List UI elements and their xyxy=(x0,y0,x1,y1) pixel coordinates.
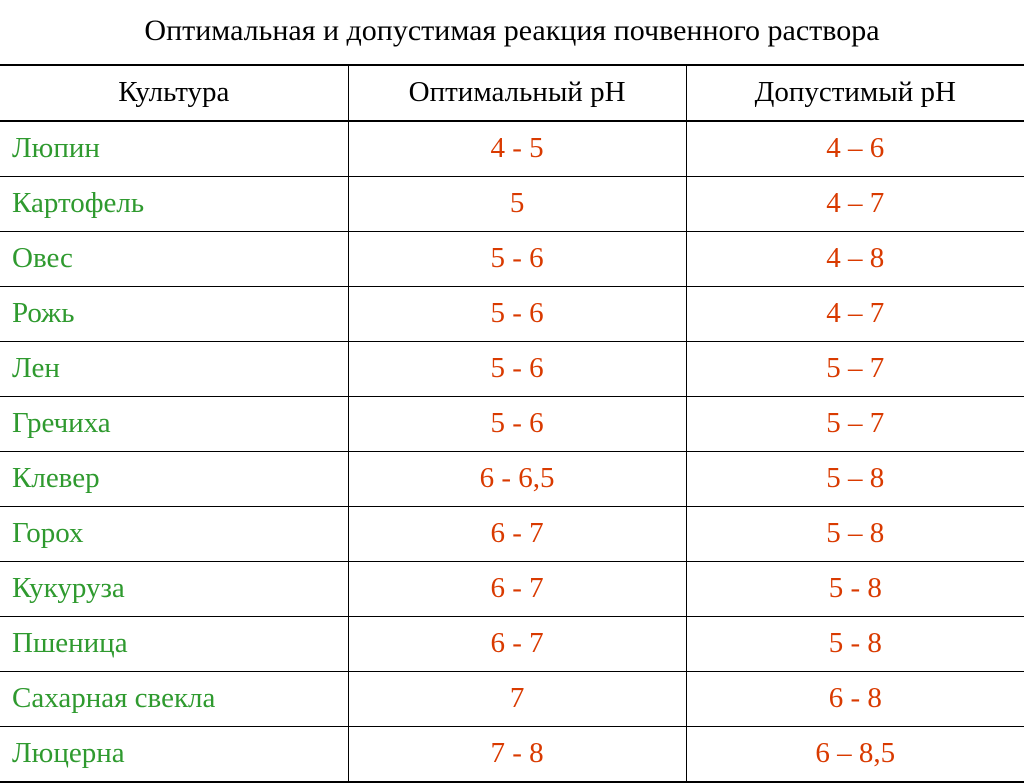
cell-optimal: 7 - 8 xyxy=(348,727,686,783)
cell-allowed: 4 – 7 xyxy=(686,287,1024,342)
cell-allowed: 6 - 8 xyxy=(686,672,1024,727)
cell-culture: Рожь xyxy=(0,287,348,342)
cell-culture: Овес xyxy=(0,232,348,287)
cell-optimal: 4 - 5 xyxy=(348,121,686,177)
cell-culture: Картофель xyxy=(0,177,348,232)
table-row: Рожь5 - 64 – 7 xyxy=(0,287,1024,342)
cell-culture: Сахарная свекла xyxy=(0,672,348,727)
table-row: Гречиха5 - 65 – 7 xyxy=(0,397,1024,452)
table-row: Картофель54 – 7 xyxy=(0,177,1024,232)
ph-table: Оптимальная и допустимая реакция почвенн… xyxy=(0,0,1024,783)
cell-optimal: 5 - 6 xyxy=(348,397,686,452)
cell-culture: Люцерна xyxy=(0,727,348,783)
table-title: Оптимальная и допустимая реакция почвенн… xyxy=(0,0,1024,64)
cell-culture: Пшеница xyxy=(0,617,348,672)
cell-allowed: 6 – 8,5 xyxy=(686,727,1024,783)
table-row: Лен5 - 65 – 7 xyxy=(0,342,1024,397)
cell-allowed: 4 – 8 xyxy=(686,232,1024,287)
cell-optimal: 7 xyxy=(348,672,686,727)
cell-allowed: 5 - 8 xyxy=(686,617,1024,672)
cell-allowed: 4 – 6 xyxy=(686,121,1024,177)
header-allowed: Допустимый рН xyxy=(686,65,1024,121)
table-row: Люцерна7 - 86 – 8,5 xyxy=(0,727,1024,783)
table-row: Горох6 - 75 – 8 xyxy=(0,507,1024,562)
header-row: Культура Оптимальный рН Допустимый рН xyxy=(0,65,1024,121)
cell-optimal: 6 - 7 xyxy=(348,562,686,617)
table-row: Люпин4 - 54 – 6 xyxy=(0,121,1024,177)
cell-allowed: 5 - 8 xyxy=(686,562,1024,617)
cell-allowed: 5 – 8 xyxy=(686,507,1024,562)
table-row: Пшеница6 - 75 - 8 xyxy=(0,617,1024,672)
cell-culture: Лен xyxy=(0,342,348,397)
table-row: Сахарная свекла76 - 8 xyxy=(0,672,1024,727)
cell-optimal: 6 - 6,5 xyxy=(348,452,686,507)
cell-allowed: 5 – 7 xyxy=(686,342,1024,397)
cell-allowed: 5 – 8 xyxy=(686,452,1024,507)
header-culture: Культура xyxy=(0,65,348,121)
table-row: Клевер6 - 6,55 – 8 xyxy=(0,452,1024,507)
cell-optimal: 6 - 7 xyxy=(348,507,686,562)
cell-optimal: 6 - 7 xyxy=(348,617,686,672)
cell-culture: Гречиха xyxy=(0,397,348,452)
table-row: Овес5 - 64 – 8 xyxy=(0,232,1024,287)
table-body: Люпин4 - 54 – 6Картофель54 – 7Овес5 - 64… xyxy=(0,121,1024,782)
cell-optimal: 5 - 6 xyxy=(348,232,686,287)
cell-optimal: 5 - 6 xyxy=(348,287,686,342)
header-optimal: Оптимальный рН xyxy=(348,65,686,121)
cell-culture: Люпин xyxy=(0,121,348,177)
table-row: Кукуруза6 - 75 - 8 xyxy=(0,562,1024,617)
cell-culture: Кукуруза xyxy=(0,562,348,617)
cell-allowed: 5 – 7 xyxy=(686,397,1024,452)
cell-culture: Клевер xyxy=(0,452,348,507)
cell-optimal: 5 - 6 xyxy=(348,342,686,397)
cell-culture: Горох xyxy=(0,507,348,562)
cell-optimal: 5 xyxy=(348,177,686,232)
cell-allowed: 4 – 7 xyxy=(686,177,1024,232)
ph-table-container: Оптимальная и допустимая реакция почвенн… xyxy=(0,0,1024,783)
